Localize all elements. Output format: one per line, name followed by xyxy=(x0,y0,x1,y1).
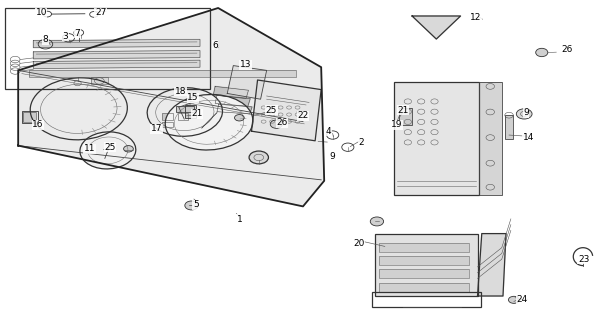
Bar xyxy=(176,106,194,112)
Bar xyxy=(162,122,173,127)
Bar xyxy=(29,70,296,77)
Polygon shape xyxy=(213,86,248,99)
Bar xyxy=(162,122,173,127)
Ellipse shape xyxy=(508,296,519,303)
Text: 11: 11 xyxy=(84,144,95,153)
Bar xyxy=(379,243,469,252)
Bar xyxy=(505,115,513,139)
Text: 16: 16 xyxy=(33,120,44,129)
Ellipse shape xyxy=(516,109,532,119)
Text: 10: 10 xyxy=(36,8,47,17)
Bar xyxy=(372,292,481,307)
Bar xyxy=(185,105,196,118)
Ellipse shape xyxy=(124,146,133,152)
Text: 23: 23 xyxy=(578,255,589,264)
Polygon shape xyxy=(215,95,250,106)
Ellipse shape xyxy=(80,132,136,169)
Ellipse shape xyxy=(185,201,198,210)
Text: 27: 27 xyxy=(95,8,106,17)
Bar xyxy=(375,234,478,296)
Text: 17: 17 xyxy=(151,124,162,133)
Bar xyxy=(23,112,36,122)
Bar xyxy=(5,8,210,89)
Text: 15: 15 xyxy=(187,93,198,102)
Text: 9: 9 xyxy=(330,152,336,161)
Bar xyxy=(379,256,469,265)
Bar xyxy=(394,82,479,195)
Polygon shape xyxy=(227,66,267,99)
Bar xyxy=(379,283,469,292)
Bar xyxy=(23,112,36,122)
Text: 5: 5 xyxy=(193,200,199,209)
Text: 21: 21 xyxy=(191,109,202,118)
Polygon shape xyxy=(33,39,200,48)
Ellipse shape xyxy=(370,217,384,226)
Ellipse shape xyxy=(235,115,244,121)
Bar xyxy=(178,113,188,120)
Text: 7: 7 xyxy=(75,29,81,38)
Bar xyxy=(176,106,194,112)
Bar xyxy=(379,256,469,265)
Text: 6: 6 xyxy=(212,41,218,50)
Polygon shape xyxy=(33,60,200,68)
Text: 14: 14 xyxy=(523,133,534,142)
Polygon shape xyxy=(412,16,461,39)
Text: 22: 22 xyxy=(298,111,308,120)
Text: 8: 8 xyxy=(42,35,48,44)
Text: 4: 4 xyxy=(325,127,331,136)
Text: 24: 24 xyxy=(517,295,528,304)
Text: 3: 3 xyxy=(62,32,68,41)
Text: 26: 26 xyxy=(276,118,287,127)
Bar xyxy=(91,77,108,84)
Text: 18: 18 xyxy=(175,87,186,96)
Text: 19: 19 xyxy=(391,120,402,129)
Bar xyxy=(178,113,188,120)
Bar xyxy=(479,82,502,195)
Bar xyxy=(505,115,513,139)
Bar xyxy=(399,108,412,125)
Bar xyxy=(399,108,412,125)
Text: 20: 20 xyxy=(354,239,365,248)
Ellipse shape xyxy=(270,120,282,128)
Text: 25: 25 xyxy=(105,143,116,152)
Text: 1: 1 xyxy=(236,215,242,224)
Bar xyxy=(394,82,479,195)
Bar xyxy=(375,234,478,296)
Polygon shape xyxy=(217,104,252,114)
Ellipse shape xyxy=(536,48,548,57)
Text: 25: 25 xyxy=(266,106,277,115)
Bar xyxy=(29,70,296,77)
Polygon shape xyxy=(18,8,324,206)
Bar xyxy=(379,283,469,292)
Bar xyxy=(185,105,196,118)
Polygon shape xyxy=(478,234,506,296)
Bar xyxy=(162,113,173,120)
Text: 21: 21 xyxy=(398,106,408,115)
Ellipse shape xyxy=(249,151,268,164)
Bar xyxy=(379,269,469,278)
Polygon shape xyxy=(251,80,321,141)
Text: 13: 13 xyxy=(240,60,251,69)
Bar xyxy=(22,111,38,123)
Text: 9: 9 xyxy=(523,108,529,117)
Bar xyxy=(479,82,502,195)
Ellipse shape xyxy=(165,94,253,150)
Text: 26: 26 xyxy=(561,45,572,54)
Polygon shape xyxy=(33,51,200,59)
Bar xyxy=(379,243,469,252)
Bar xyxy=(91,77,108,84)
Bar xyxy=(162,113,173,120)
Text: 2: 2 xyxy=(358,138,364,147)
Text: 12: 12 xyxy=(470,13,481,22)
Bar xyxy=(379,269,469,278)
